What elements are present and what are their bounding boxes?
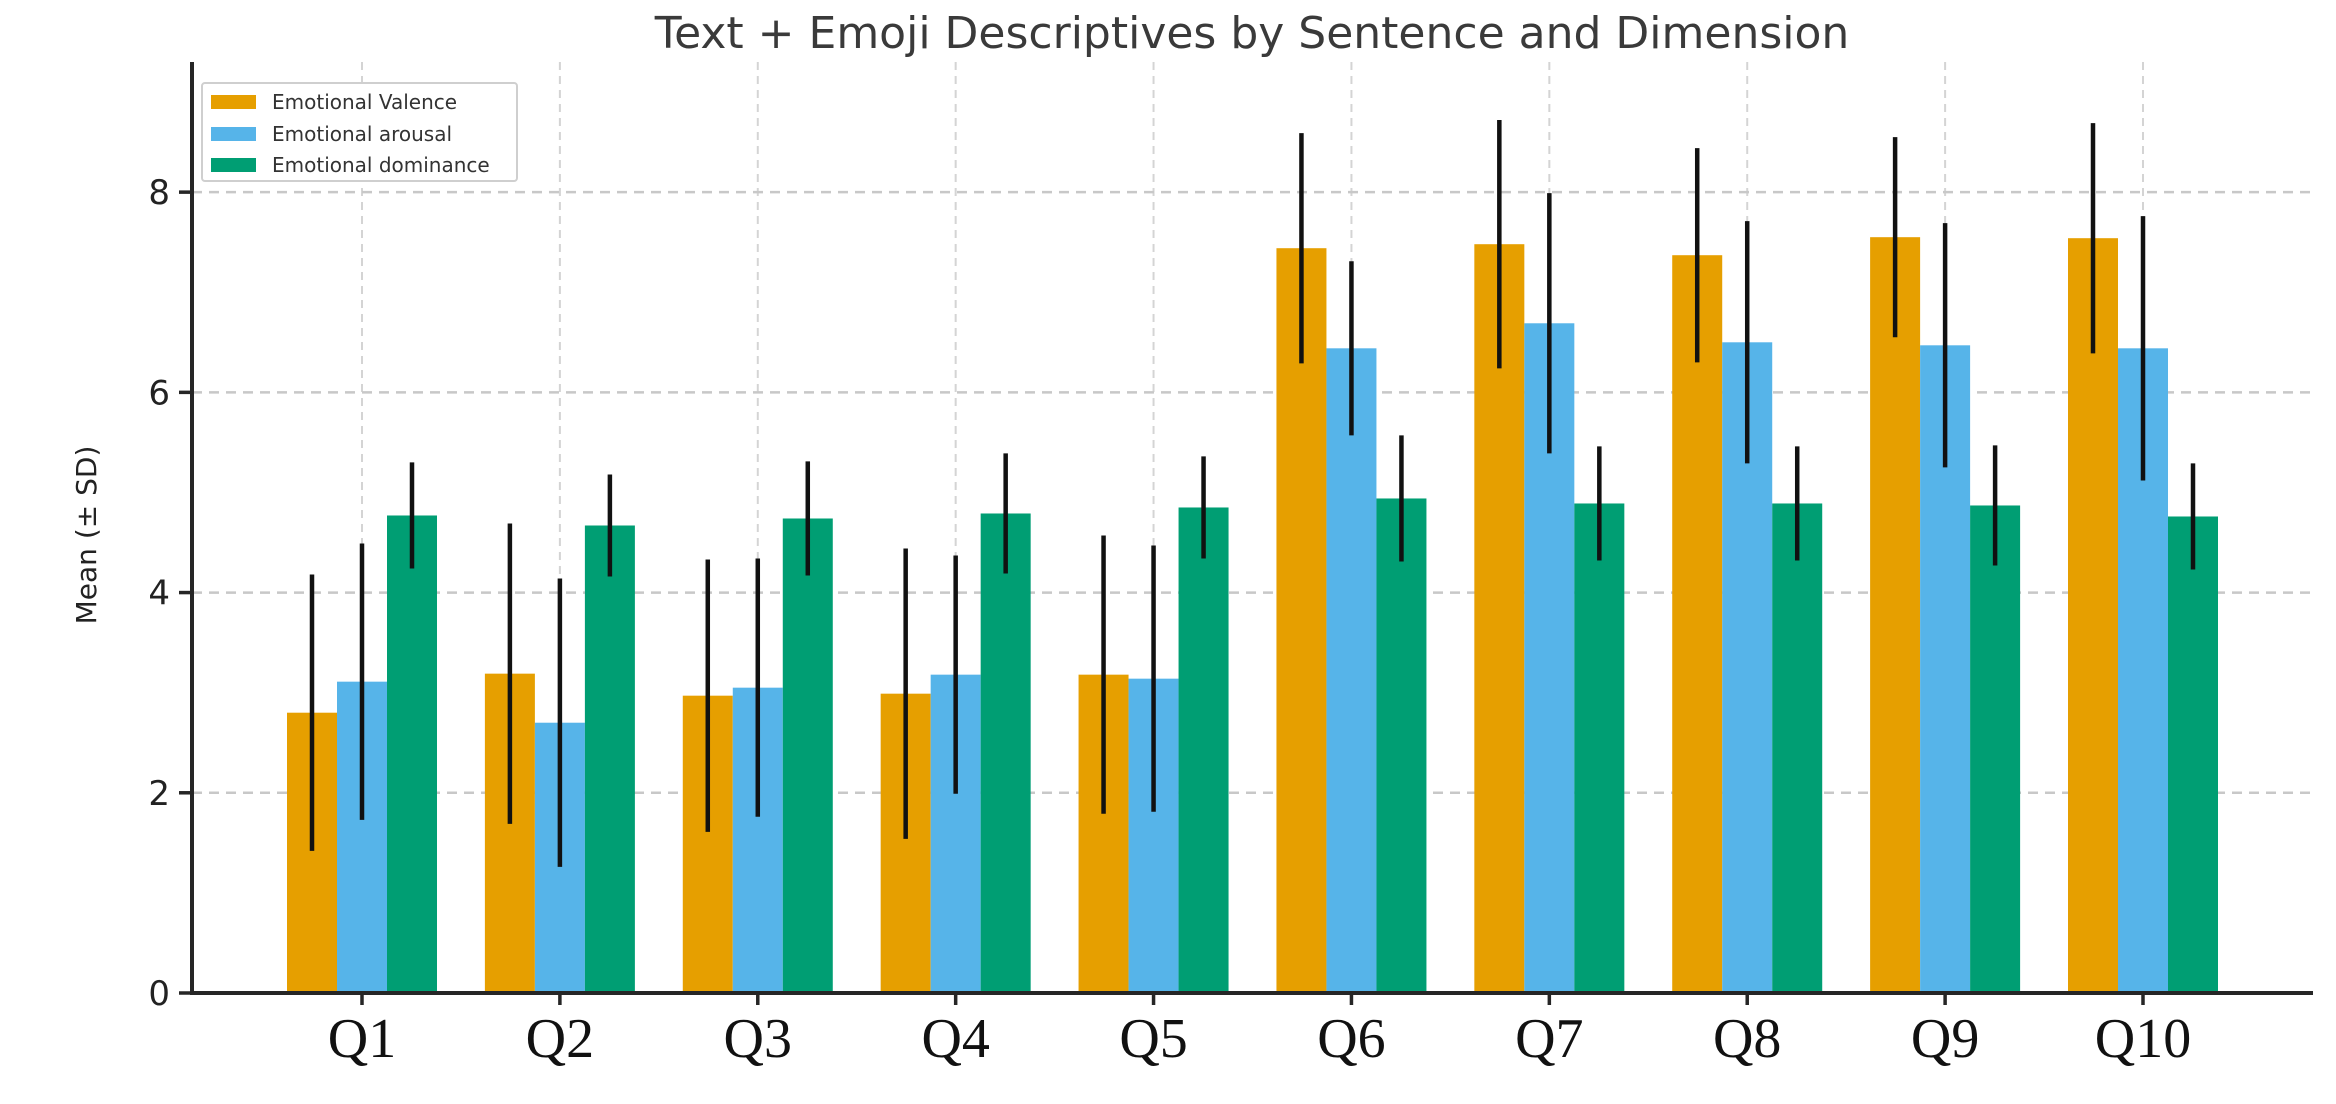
bar <box>2068 238 2118 993</box>
bar <box>1276 248 1327 993</box>
legend-swatch-valence <box>211 95 256 109</box>
bar <box>1474 244 1525 994</box>
x-tick-label: Q3 <box>724 1008 792 1070</box>
y-tick-label: 2 <box>148 774 170 814</box>
x-tick-label: Q7 <box>1515 1008 1583 1070</box>
y-tick-label: 0 <box>148 974 170 1014</box>
bar <box>782 518 833 993</box>
x-tick-label: Q5 <box>1119 1008 1187 1070</box>
y-tick-label: 6 <box>148 373 170 413</box>
bar <box>387 515 437 993</box>
legend-label-dominance: Emotional dominance <box>272 153 490 177</box>
chart-title: Text + Emoji Descriptives by Sentence an… <box>654 8 1850 59</box>
legend-box <box>201 82 518 182</box>
x-tick-label: Q6 <box>1317 1008 1385 1070</box>
y-axis-label: Mean (± SD) <box>70 446 103 625</box>
bar <box>1326 348 1377 994</box>
x-tick-label: Q8 <box>1713 1008 1781 1070</box>
bar <box>1970 505 2021 993</box>
legend-label-arousal: Emotional arousal <box>272 122 452 146</box>
x-tick-label: Q2 <box>526 1008 594 1070</box>
legend-label-valence: Emotional Valence <box>272 90 457 114</box>
x-tick-label: Q4 <box>921 1008 989 1070</box>
x-tick-label: Q9 <box>1911 1008 1979 1070</box>
legend-swatch-arousal <box>211 127 256 141</box>
bar <box>1772 503 1823 993</box>
bar <box>1178 507 1229 993</box>
legend-item-arousal: Emotional arousal <box>211 122 452 146</box>
legend-item-dominance: Emotional dominance <box>211 153 490 177</box>
x-tick-label: Q1 <box>328 1008 396 1070</box>
legend: Emotional Valence Emotional arousal Emot… <box>201 82 518 182</box>
bar <box>584 525 635 993</box>
legend-item-valence: Emotional Valence <box>211 90 457 114</box>
x-tick-label: Q10 <box>2095 1008 2191 1070</box>
plot-area: 0 2 4 6 8 Q1 Q2 Q3 Q4 Q5 Q6 Q7 Q8 Q9 Q10 <box>148 62 2313 1070</box>
bar <box>980 513 1031 993</box>
bar <box>2168 516 2218 993</box>
y-tick-label: 8 <box>148 173 170 213</box>
bar <box>1376 498 1427 993</box>
y-tick-label: 4 <box>148 574 170 614</box>
bar <box>1870 237 1921 993</box>
bar <box>1574 503 1625 993</box>
legend-swatch-dominance <box>211 158 256 172</box>
bar <box>1672 255 1723 993</box>
